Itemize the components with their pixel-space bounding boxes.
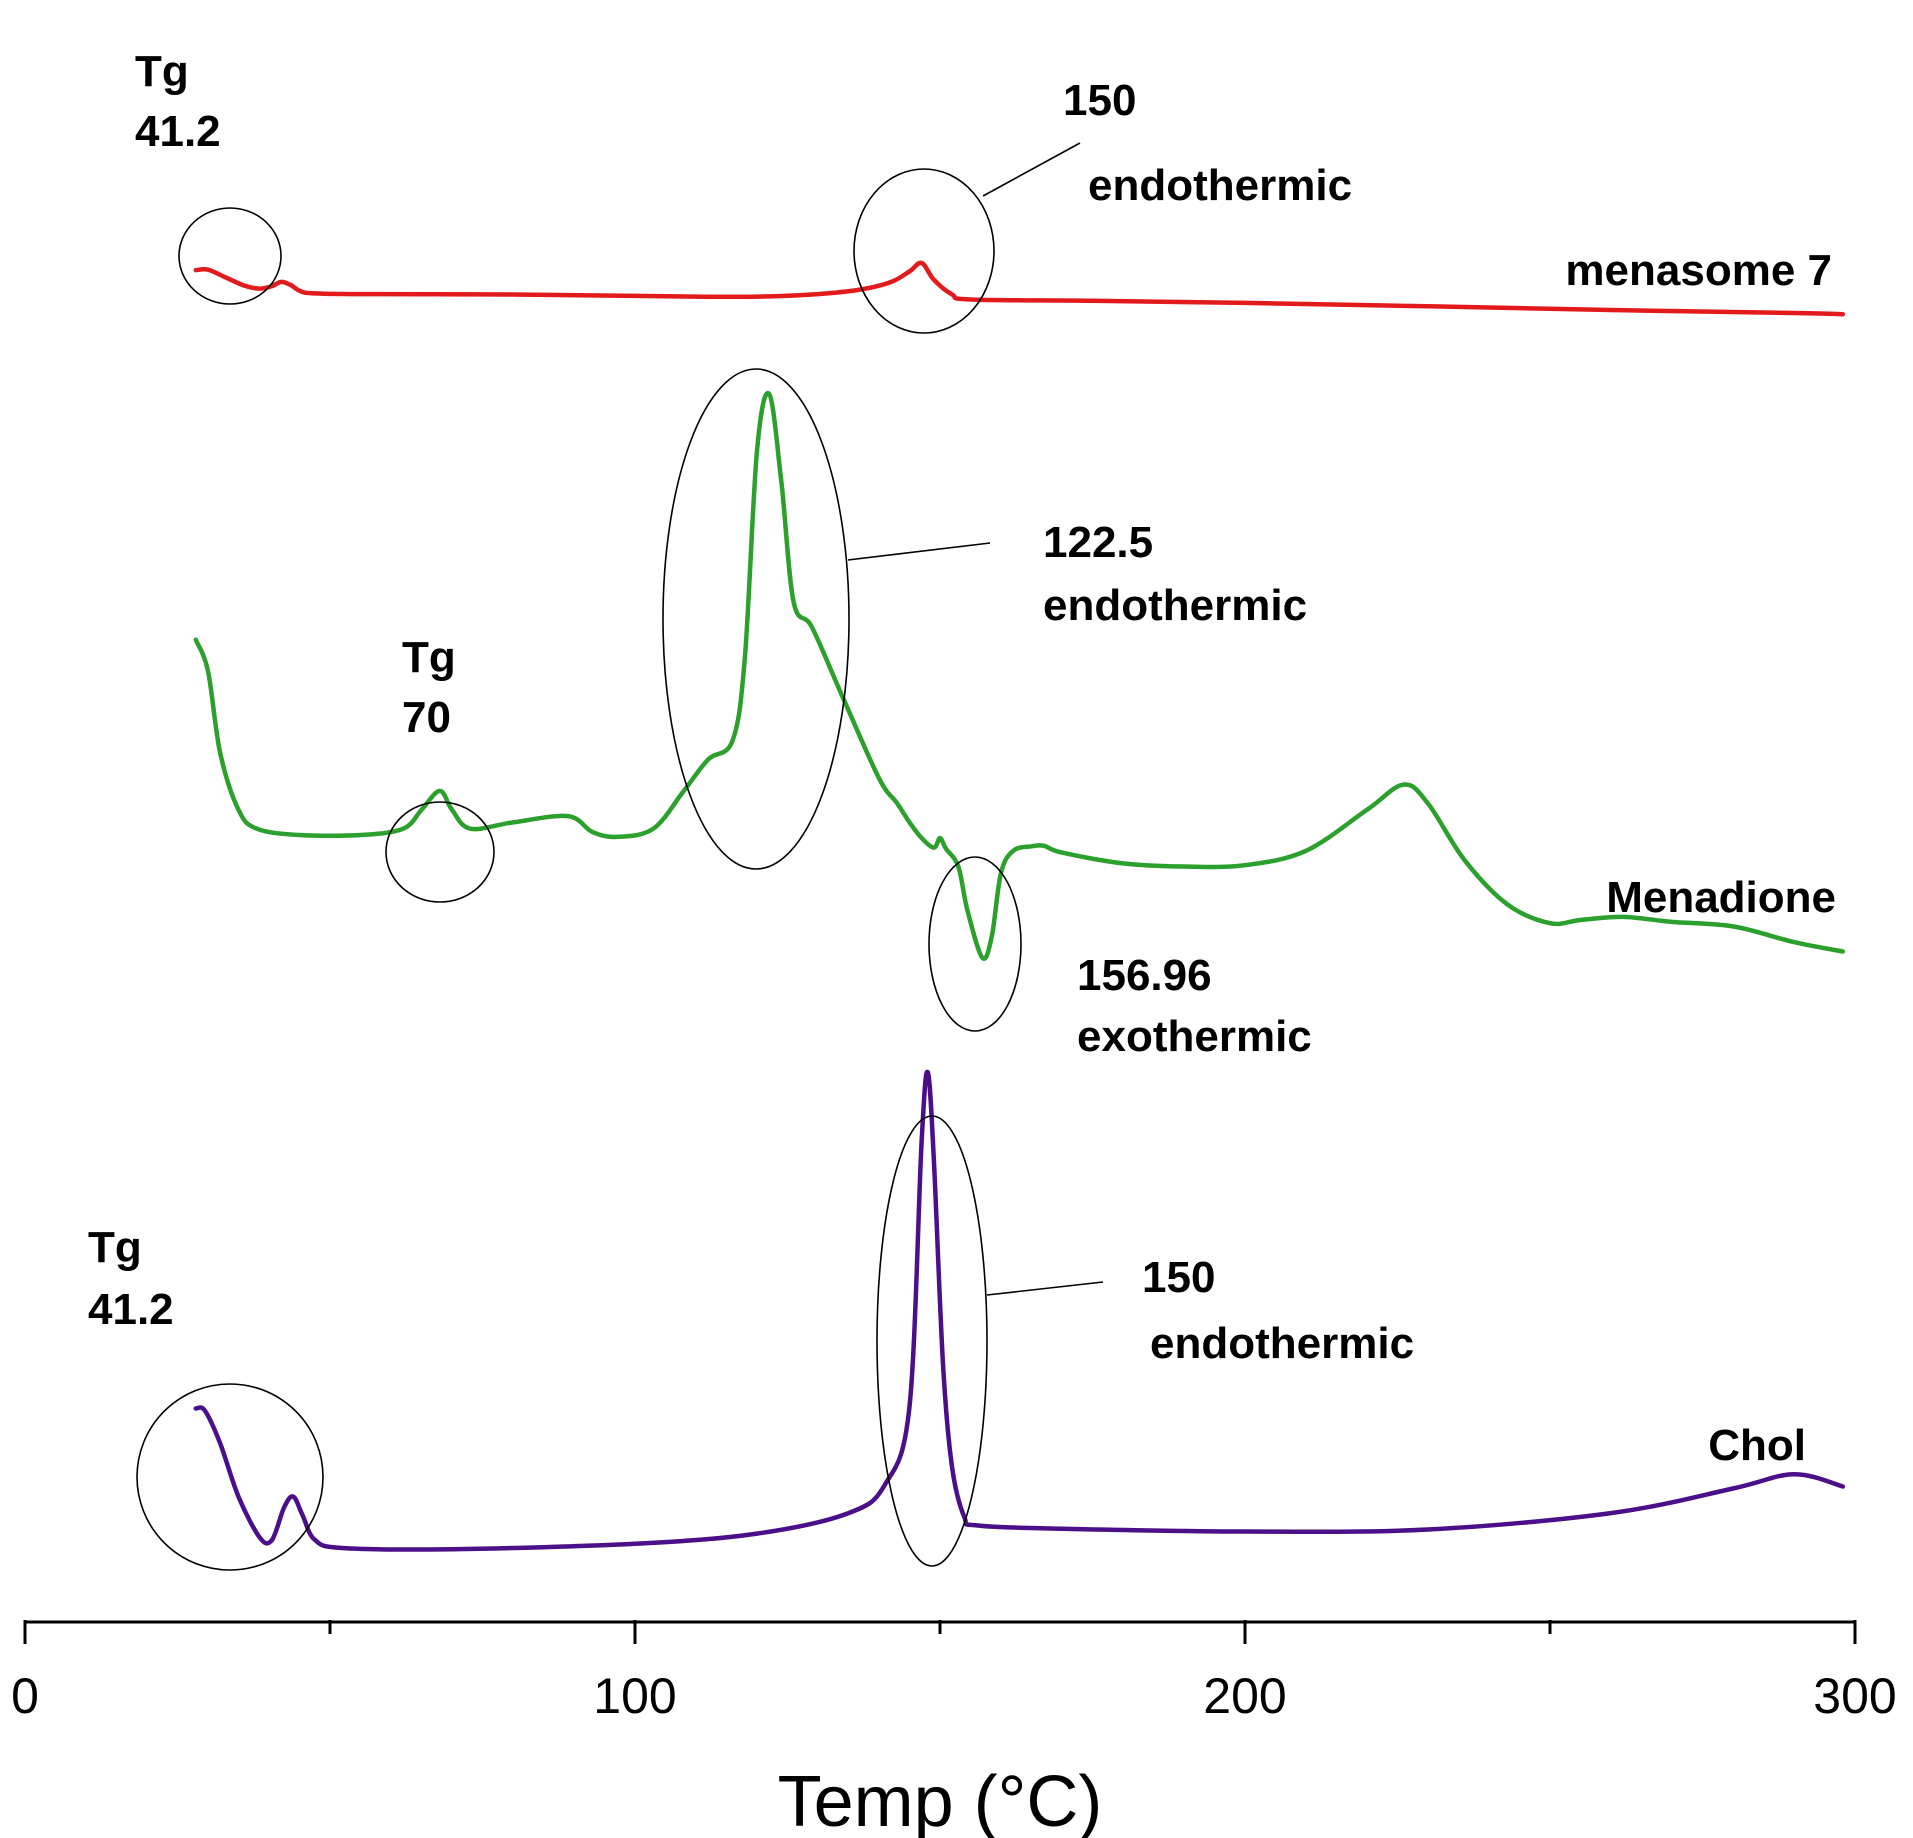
annotation-value-3: 70 bbox=[402, 693, 451, 742]
series-label-menasome-7: menasome 7 bbox=[1565, 246, 1832, 295]
x-tick-label: 0 bbox=[11, 1668, 39, 1724]
leader-150-menasome bbox=[982, 142, 1081, 197]
annotation-value-2: endothermic bbox=[1088, 161, 1352, 210]
annotation-value-1: 41.2 bbox=[135, 107, 221, 156]
series-label-chol: Chol bbox=[1708, 1421, 1806, 1470]
annotation-label-5: 156.96 bbox=[1077, 951, 1212, 1000]
ellipse-122-menadione bbox=[662, 368, 850, 870]
annotation-value-5: exothermic bbox=[1077, 1012, 1312, 1061]
x-axis: 0 100 200 300 Temp (°C) bbox=[11, 1620, 1897, 1838]
leader-lines bbox=[847, 142, 1104, 1296]
series-line-chol bbox=[193, 1069, 1846, 1552]
x-tick-label: 200 bbox=[1203, 1668, 1286, 1724]
leader-122-menadione bbox=[847, 542, 991, 561]
annotation-label-4: 122.5 bbox=[1043, 518, 1153, 567]
annotation-label-7: 150 bbox=[1142, 1253, 1215, 1302]
annotation-value-7: endothermic bbox=[1150, 1319, 1414, 1368]
annotation-label-3: Tg bbox=[402, 633, 456, 682]
ellipse-tg-menasome bbox=[178, 207, 282, 305]
annotation-labels: Tg 41.2 150 endothermic Tg 70 122.5 endothermic… bbox=[88, 47, 1836, 1470]
annotation-label-1: Tg bbox=[135, 47, 189, 96]
traces bbox=[193, 260, 1846, 1552]
series-line-menadione bbox=[193, 390, 1846, 961]
ellipse-150-menasome bbox=[853, 168, 995, 334]
ellipse-tg-menadione bbox=[385, 801, 495, 903]
series-line-menasome-7 bbox=[193, 260, 1846, 317]
ellipse-150-chol bbox=[876, 1115, 988, 1567]
annotation-value-4: endothermic bbox=[1043, 581, 1307, 630]
ellipse-tg-chol bbox=[136, 1383, 324, 1571]
x-tick-label: 300 bbox=[1813, 1668, 1896, 1724]
annotation-label-2: 150 bbox=[1063, 76, 1136, 125]
annotation-value-6: 41.2 bbox=[88, 1285, 174, 1334]
x-tick-label: 100 bbox=[593, 1668, 676, 1724]
leader-150-chol bbox=[986, 1281, 1104, 1296]
annotation-label-6: Tg bbox=[88, 1223, 142, 1272]
ellipse-156-menadione bbox=[928, 856, 1022, 1032]
x-axis-title: Temp (°C) bbox=[778, 1762, 1103, 1838]
annotation-circles bbox=[136, 168, 1022, 1571]
series-label-menadione: Menadione bbox=[1606, 873, 1836, 922]
